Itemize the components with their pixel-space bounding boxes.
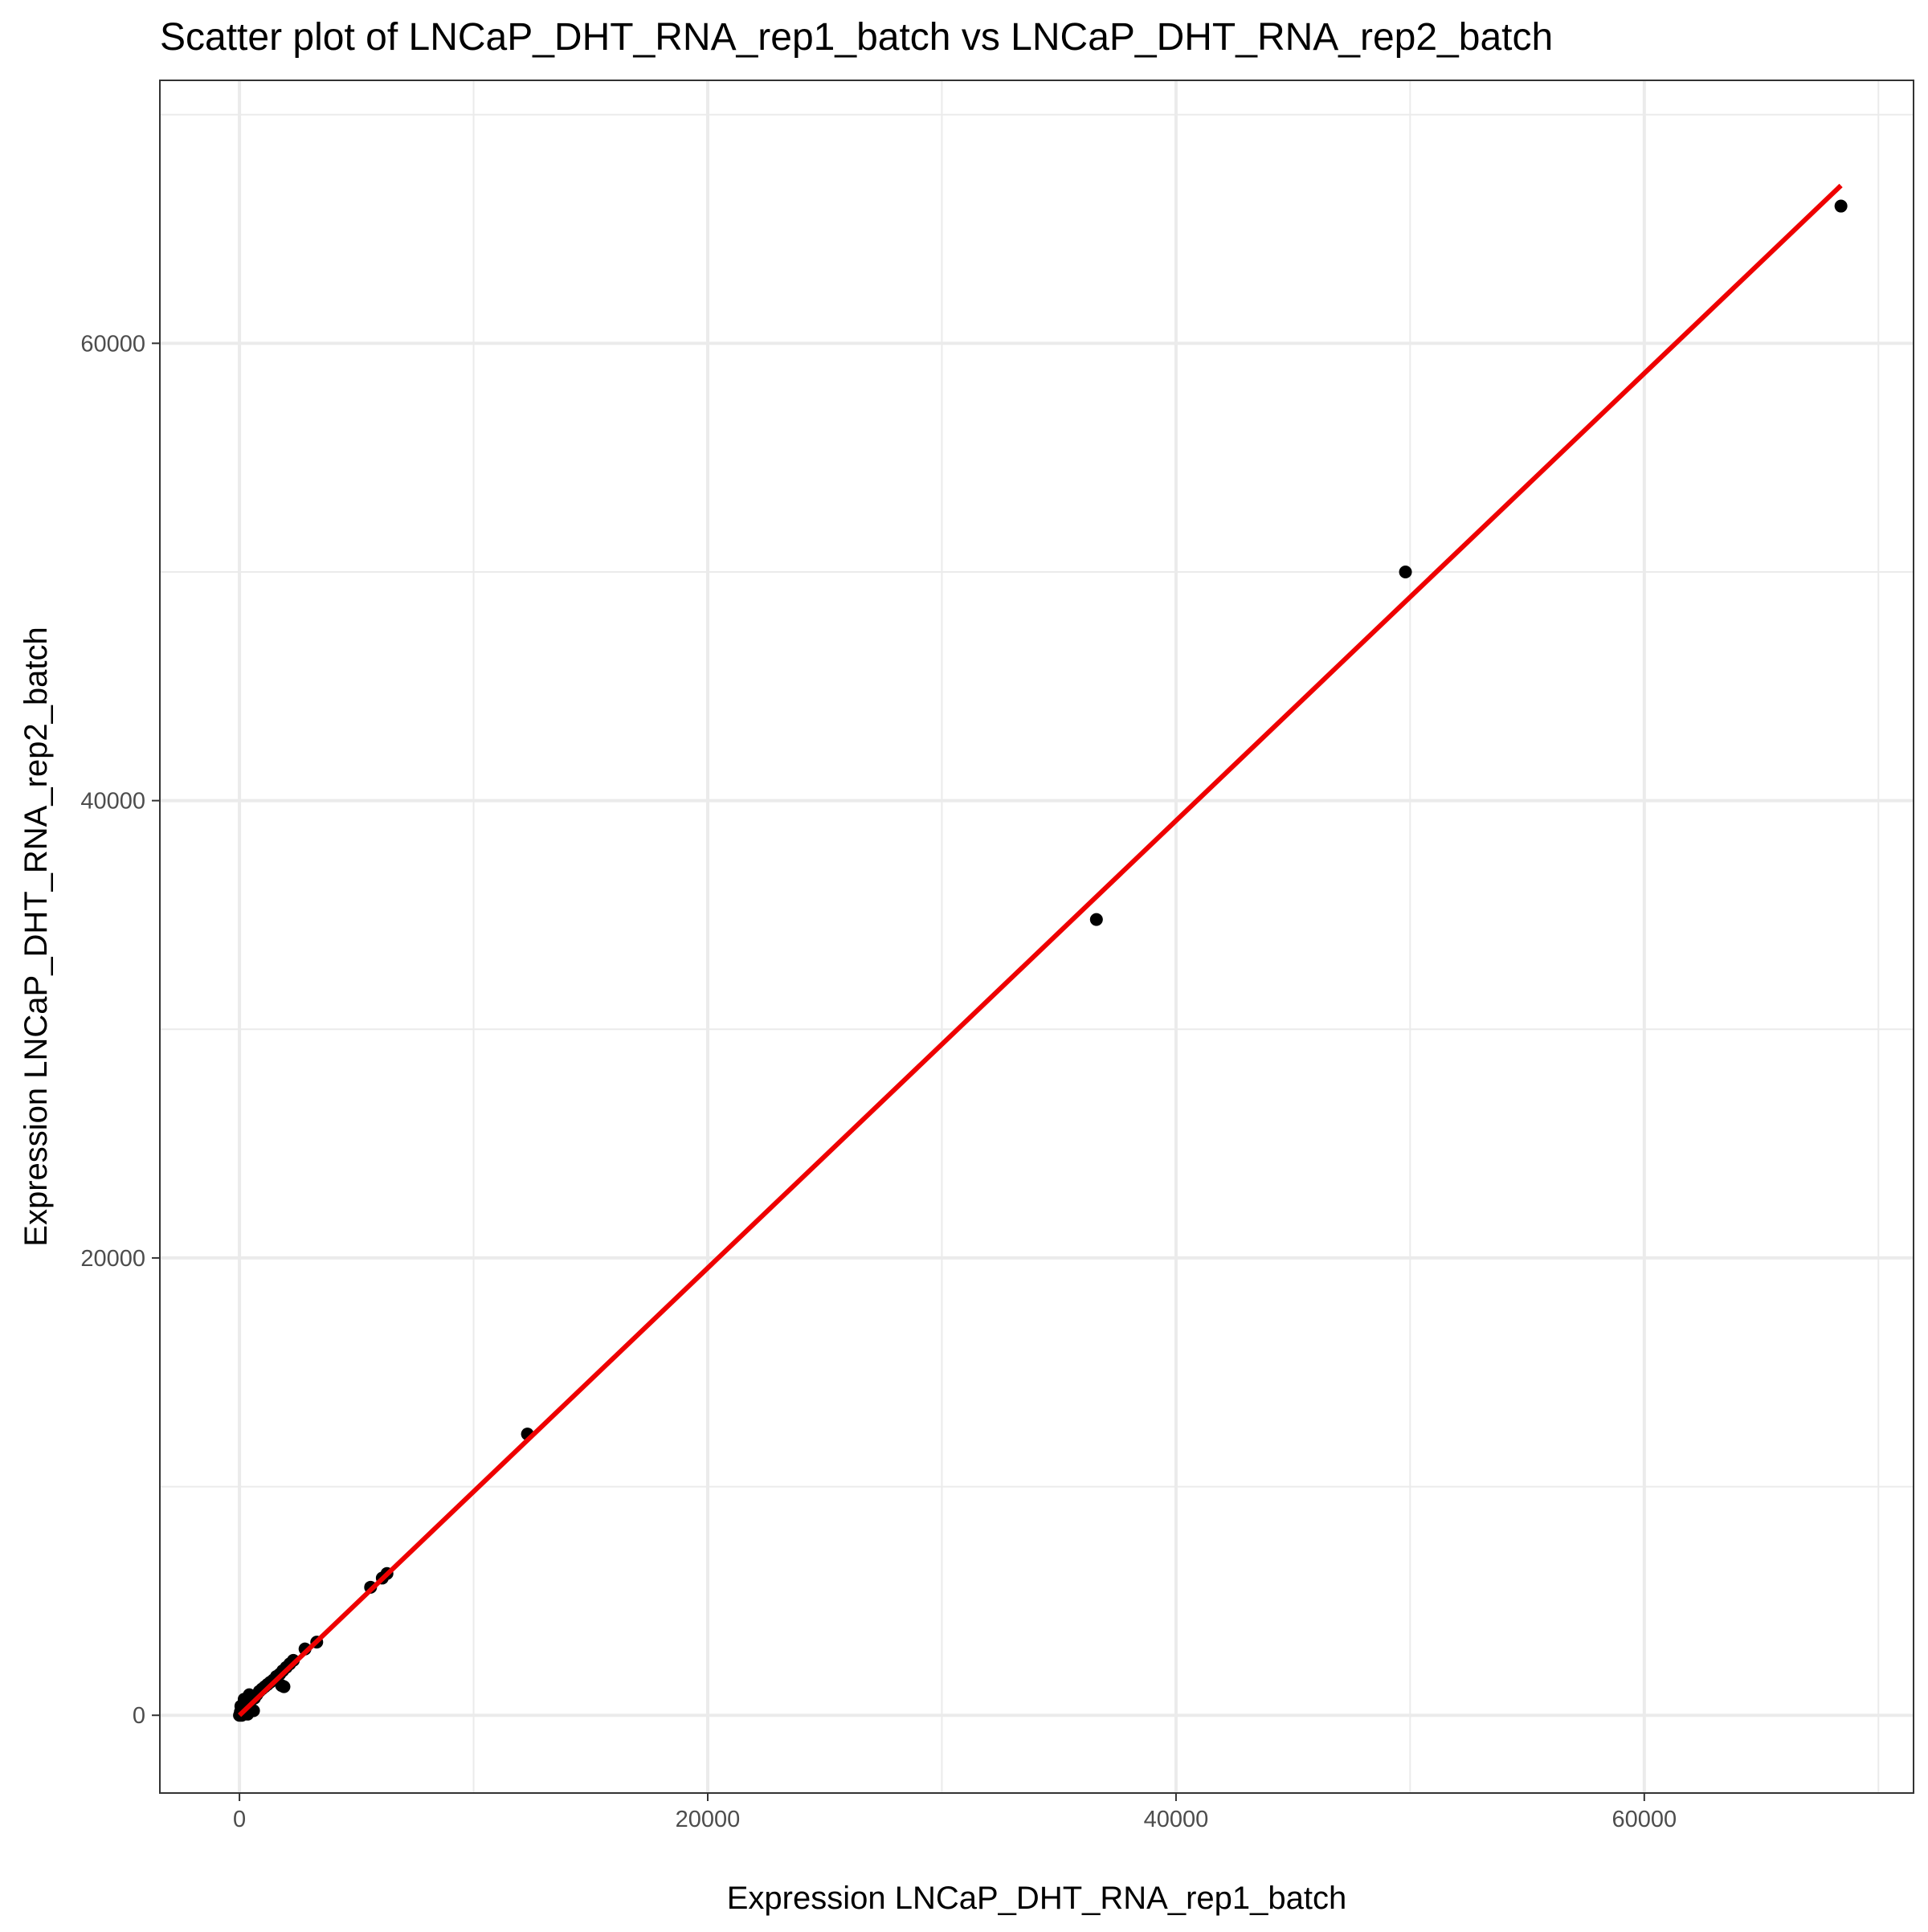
x-tick-label: 20000	[676, 1807, 741, 1832]
y-tick-label: 60000	[80, 331, 145, 357]
y-tick-label: 20000	[80, 1246, 145, 1272]
data-point	[1834, 199, 1848, 213]
reference-line	[238, 183, 1843, 1718]
data-point	[277, 1680, 291, 1693]
panel-border	[159, 80, 1914, 1794]
data-point	[1399, 565, 1412, 578]
y-tick-label: 0	[133, 1703, 145, 1729]
x-axis-title: Expression LNCaP_DHT_RNA_rep1_batch	[727, 1881, 1346, 1916]
data-point	[1089, 913, 1103, 926]
y-axis-title: Expression LNCaP_DHT_RNA_rep2_batch	[18, 627, 54, 1246]
data-point	[243, 1688, 256, 1701]
grid	[160, 80, 1914, 1793]
x-tick-label: 60000	[1611, 1807, 1677, 1832]
x-tick-label: 0	[233, 1807, 246, 1832]
y-tick-label: 40000	[80, 789, 145, 815]
chart-title: Scatter plot of LNCaP_DHT_RNA_rep1_batch…	[160, 16, 1553, 59]
axes: 0 20000 40000 60000 0 20000 40000 60000	[80, 331, 1677, 1832]
reference-line-layer	[238, 183, 1843, 1718]
x-tick-label: 40000	[1144, 1807, 1209, 1832]
